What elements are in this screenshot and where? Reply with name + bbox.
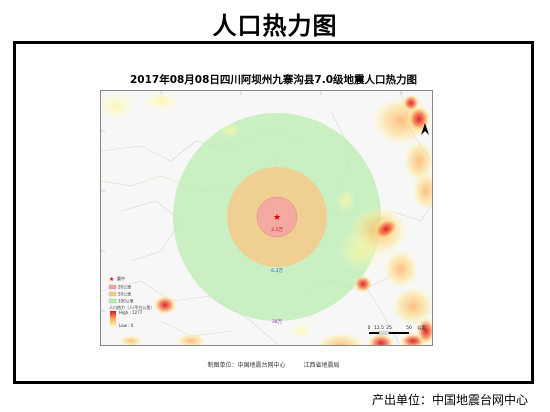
legend: ★ 震中 20公里 50公里 100公里 人口热力（人/平方公里） High :… (108, 275, 154, 328)
legend-heat-bar (110, 311, 116, 327)
map-canvas[interactable]: ★ 2.1万 6.3万 38万 ★ 震中 20公里 50公里 100公里 人口热… (100, 90, 433, 346)
partner-credit: 江西省地震局 (303, 362, 340, 369)
ring-20km (256, 196, 298, 238)
scale-unit: 公里 (417, 325, 426, 331)
legend-epicenter: 震中 (117, 275, 125, 281)
page-title: 人口热力图 (212, 12, 338, 40)
legend-heat-low: Low : 0 (119, 323, 134, 328)
map-title: 2017年08月08日四川阿坝州九寨沟县7.0级地震人口热力图 (129, 74, 418, 86)
scale-tick-3: 50 (406, 325, 412, 331)
legend-swatch-20 (108, 284, 117, 290)
ring-100-population: 38万 (272, 319, 283, 325)
legend-ring-100: 100公里 (118, 298, 134, 304)
scale-bar: 0 12.5 25 50 公里 (368, 325, 426, 335)
legend-swatch-50 (108, 291, 117, 297)
legend-ring-50: 50公里 (118, 291, 131, 297)
legend-heat-title: 人口热力（人/平方公里） (109, 304, 154, 310)
maker-credit: 制图单位：中国地震台网中心 (207, 362, 286, 369)
scale-tick-0: 0 (368, 325, 371, 331)
ring-20-population: 2.1万 (271, 227, 283, 233)
map-frame: 2017年08月08日四川阿坝州九寨沟县7.0级地震人口热力图 (13, 41, 534, 384)
ring-50-population: 6.3万 (271, 268, 283, 274)
scale-tick-1: 12.5 (374, 325, 384, 331)
legend-swatch-100 (108, 298, 117, 304)
scale-tick-2: 25 (386, 325, 392, 331)
credit-line: 制图单位：中国地震台网中心 江西省地震局 (16, 360, 531, 369)
legend-heat-high: High : 1277 (119, 310, 143, 315)
epicenter-star-icon[interactable]: ★ (273, 213, 281, 223)
heat-layer (101, 91, 432, 345)
legend-ring-20: 20公里 (118, 284, 131, 290)
legend-star-icon: ★ (109, 276, 114, 283)
map-svg: ★ 2.1万 6.3万 38万 ★ 震中 20公里 50公里 100公里 人口热… (101, 91, 432, 345)
producer-credit: 产出单位：中国地震台网中心 (371, 393, 528, 407)
north-arrow-icon (421, 123, 429, 135)
